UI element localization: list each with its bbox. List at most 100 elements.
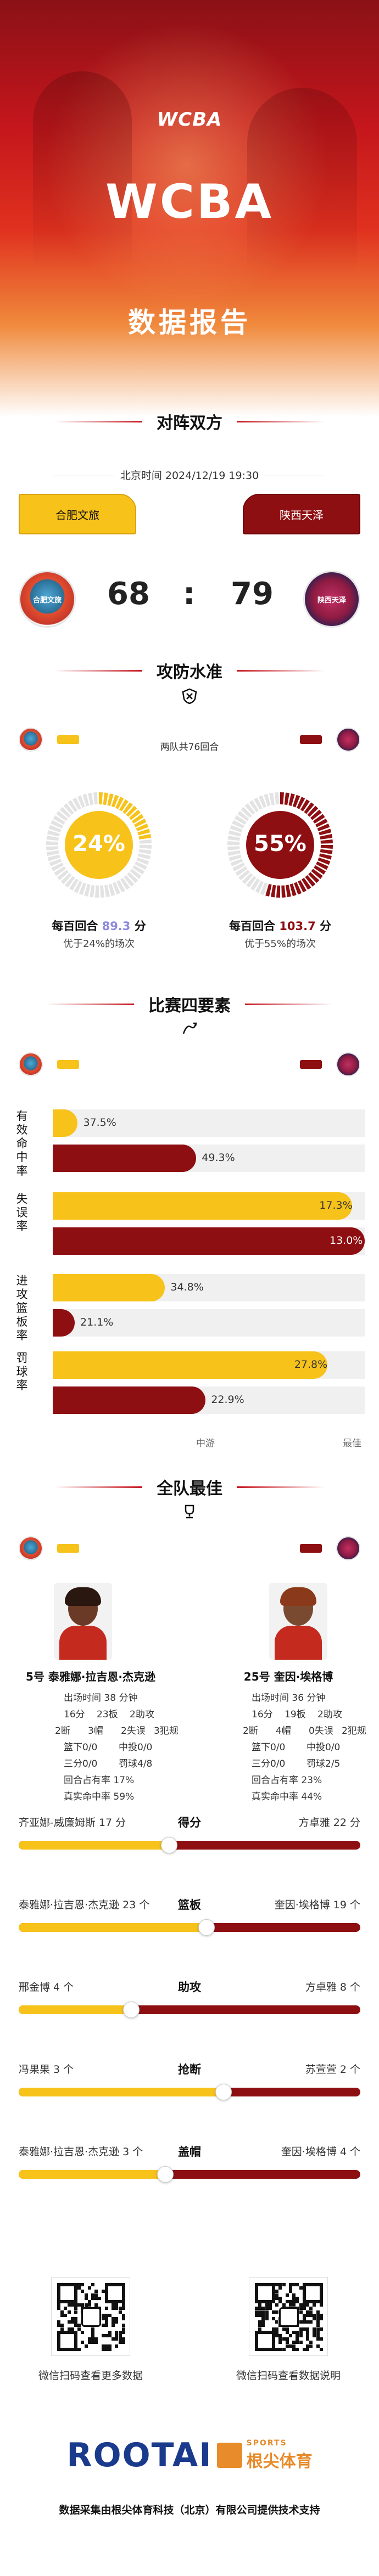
factor-bar-home (53, 1351, 327, 1379)
player-stat: 0失误 (309, 1726, 333, 1737)
qr-module (282, 2283, 286, 2286)
qr-module (282, 2347, 286, 2351)
qr-module (302, 2317, 306, 2320)
donut-segment-filled (311, 869, 323, 879)
qr-module (265, 2313, 269, 2317)
section-title: 对阵双方 (157, 414, 222, 433)
qr-module (261, 2317, 265, 2320)
qr-module (302, 2320, 306, 2324)
qr-module (112, 2324, 115, 2327)
qr-module (258, 2307, 262, 2310)
qr-module (108, 2334, 112, 2337)
qr-module (278, 2347, 282, 2351)
donut-segment-empty (120, 877, 130, 890)
qr-module (81, 2303, 85, 2307)
qr-module (112, 2317, 115, 2320)
qr-module (115, 2303, 119, 2307)
player-stat: 回合占有率 23% (252, 1775, 322, 1786)
wcba-logo: WCBA (157, 109, 222, 131)
away-team-tab[interactable]: 陕西天泽 (243, 494, 360, 534)
qr-module (91, 2327, 94, 2331)
donut-segment-filled (320, 845, 333, 849)
factor-track-away (53, 1309, 365, 1337)
qr-module (289, 2286, 292, 2290)
qr-module (285, 2341, 289, 2344)
factor-value-home: 17.3% (319, 1199, 353, 1211)
qr-module (278, 2283, 282, 2286)
qr-module (104, 2347, 108, 2351)
donut-segment-filled (304, 802, 314, 814)
qr-module (313, 2327, 316, 2331)
qr-module (313, 2334, 316, 2337)
qr-module (306, 2310, 309, 2314)
section-header-matchup: 对阵双方 (0, 409, 379, 433)
qr-code-data-guide[interactable] (249, 2277, 328, 2356)
donut-segment-empty (48, 825, 62, 833)
qr-module (101, 2347, 105, 2351)
qr-module (289, 2334, 292, 2337)
section-title: 攻防水准 (157, 663, 222, 682)
player-stat: 罚球4/8 (119, 1758, 153, 1769)
away-score: 79 (231, 576, 274, 612)
home-team-tab[interactable]: 合肥文旅 (19, 494, 136, 534)
away-offense-donut (227, 792, 333, 898)
qr-module (296, 2341, 299, 2344)
away-team-logo: 陕西天泽 (303, 571, 360, 628)
comparison-knob (215, 2084, 232, 2100)
qr-code-more-data[interactable] (51, 2277, 130, 2356)
qr-module (84, 2296, 88, 2300)
comparison-bar (19, 2005, 360, 2014)
donut-segment-empty (79, 882, 87, 895)
trophy-icon (181, 1503, 198, 1520)
donut-segment-filled (286, 884, 291, 898)
home-offense-pct: 24% (73, 831, 125, 856)
qr-module (67, 2310, 71, 2314)
donut-segment-filled (301, 877, 311, 890)
qr-module (94, 2337, 98, 2341)
donut-segment-empty (255, 881, 264, 893)
qr-module (108, 2344, 112, 2348)
home-offense-donut (46, 792, 152, 898)
comparison-knob (157, 2166, 174, 2183)
qr-module (57, 2320, 60, 2324)
comparison-stat-name: 助攻 (178, 1981, 201, 1994)
comparison-away-leader: 奎因·埃格博 4 个 (281, 2146, 360, 2158)
donut-segment-empty (104, 884, 110, 898)
donut-segment-empty (46, 841, 59, 845)
qr-module (302, 2313, 306, 2317)
donut-segment-empty (269, 792, 275, 805)
qr-module (112, 2307, 115, 2310)
donut-segment-empty (93, 792, 98, 805)
qr-module (292, 2344, 296, 2348)
qr-module (104, 2344, 108, 2348)
donut-segment-empty (139, 845, 152, 849)
away-offense-pct: 55% (254, 831, 306, 856)
qr-module (115, 2317, 119, 2320)
donut-segment-empty (60, 873, 72, 884)
qr-module (272, 2327, 275, 2331)
donut-segment-empty (53, 815, 65, 825)
home-color-swatch (57, 1060, 79, 1069)
donut-segment-empty (232, 863, 245, 871)
qr-module (118, 2330, 122, 2334)
qr-module (292, 2341, 296, 2344)
donut-segment-empty (54, 866, 66, 876)
qr-module (292, 2296, 296, 2300)
qr-module (316, 2344, 320, 2348)
player-stat: 16分 (252, 1709, 273, 1720)
score-separator: : (183, 576, 196, 612)
donut-segment-empty (89, 884, 95, 898)
donut-segment-filled (307, 805, 319, 817)
donut-segment-filled (317, 823, 330, 831)
comparison-stat-name: 抢断 (178, 2063, 201, 2076)
rootai-brand: ROOTAI SPORTS 根尖体育 (0, 2436, 379, 2474)
donut-segment-filled (320, 849, 333, 855)
donut-segment-filled (129, 809, 141, 820)
qr-finder (57, 2331, 77, 2351)
axis-best-label: 最佳 (343, 1438, 361, 1449)
qr-module (272, 2317, 275, 2320)
qr-module (121, 2330, 125, 2334)
qr-module (306, 2334, 309, 2337)
away-player-photo (269, 1583, 327, 1660)
qr-module (112, 2303, 115, 2307)
